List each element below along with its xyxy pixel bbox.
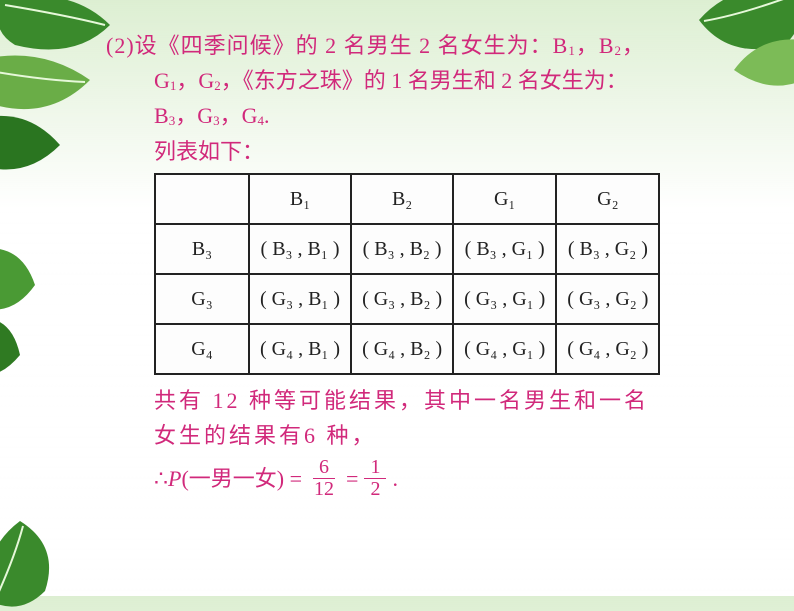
table-cell: ( B₃ , G₁ ) [453, 224, 556, 274]
fraction-1: 6 12 [308, 457, 340, 500]
result-line-2: 女生的结果有6 种， [106, 418, 722, 453]
probability-symbol: P [168, 461, 181, 496]
table-header-row: B₁ B₂ G₁ G₂ [155, 174, 659, 224]
conclusion: ∴ P (一男一女) = 6 12 = 1 2 . [106, 457, 398, 500]
line-3: B3，G3，G4. [106, 98, 722, 133]
line-2: G1，G2，《东方之珠》的 1 名男生和 2 名女生为： [106, 63, 722, 98]
line-1: (2)设《四季问候》的 2 名男生 2 名女生为：B1，B2， [106, 28, 722, 63]
table-cell: ( G₄ , B₁ ) [249, 324, 351, 374]
item-label: (2) [106, 33, 135, 58]
table-header: B₁ [249, 174, 351, 224]
probability-table: B₁ B₂ G₁ G₂ B₃ ( B₃ , B₁ ) ( B₃ , B₂ ) (… [154, 173, 660, 375]
table-cell: ( G₄ , B₂ ) [351, 324, 453, 374]
table-cell: ( G₃ , B₁ ) [249, 274, 351, 324]
table-row: G₃ ( G₃ , B₁ ) ( G₃ , B₂ ) ( G₃ , G₁ ) (… [155, 274, 659, 324]
table-row: G₄ ( G₄ , B₁ ) ( G₄ , B₂ ) ( G₄ , G₁ ) (… [155, 324, 659, 374]
table-cell: ( B₃ , B₁ ) [249, 224, 351, 274]
main-content: (2)设《四季问候》的 2 名男生 2 名女生为：B1，B2， G1，G2，《东… [0, 0, 794, 500]
result-line-1: 共有 12 种等可能结果，其中一名男生和一名 [106, 383, 722, 418]
table-row-head: B₃ [155, 224, 249, 274]
table-header: G₂ [556, 174, 659, 224]
table-cell: ( G₃ , G₁ ) [453, 274, 556, 324]
probability-table-wrap: B₁ B₂ G₁ G₂ B₃ ( B₃ , B₁ ) ( B₃ , B₂ ) (… [106, 173, 722, 375]
table-header: B₂ [351, 174, 453, 224]
table-cell: ( G₄ , G₁ ) [453, 324, 556, 374]
table-cell: ( G₃ , B₂ ) [351, 274, 453, 324]
table-row-head: G₄ [155, 324, 249, 374]
table-row-head: G₃ [155, 274, 249, 324]
table-cell: ( B₃ , G₂ ) [556, 224, 659, 274]
table-header [155, 174, 249, 224]
table-row: B₃ ( B₃ , B₁ ) ( B₃ , B₂ ) ( B₃ , G₁ ) (… [155, 224, 659, 274]
line-4: 列表如下： [106, 134, 722, 169]
table-cell: ( G₃ , G₂ ) [556, 274, 659, 324]
leaf-bottom-left [0, 511, 75, 611]
table-cell: ( G₄ , G₂ ) [556, 324, 659, 374]
table-cell: ( B₃ , B₂ ) [351, 224, 453, 274]
fraction-2: 1 2 [364, 457, 386, 500]
table-header: G₁ [453, 174, 556, 224]
